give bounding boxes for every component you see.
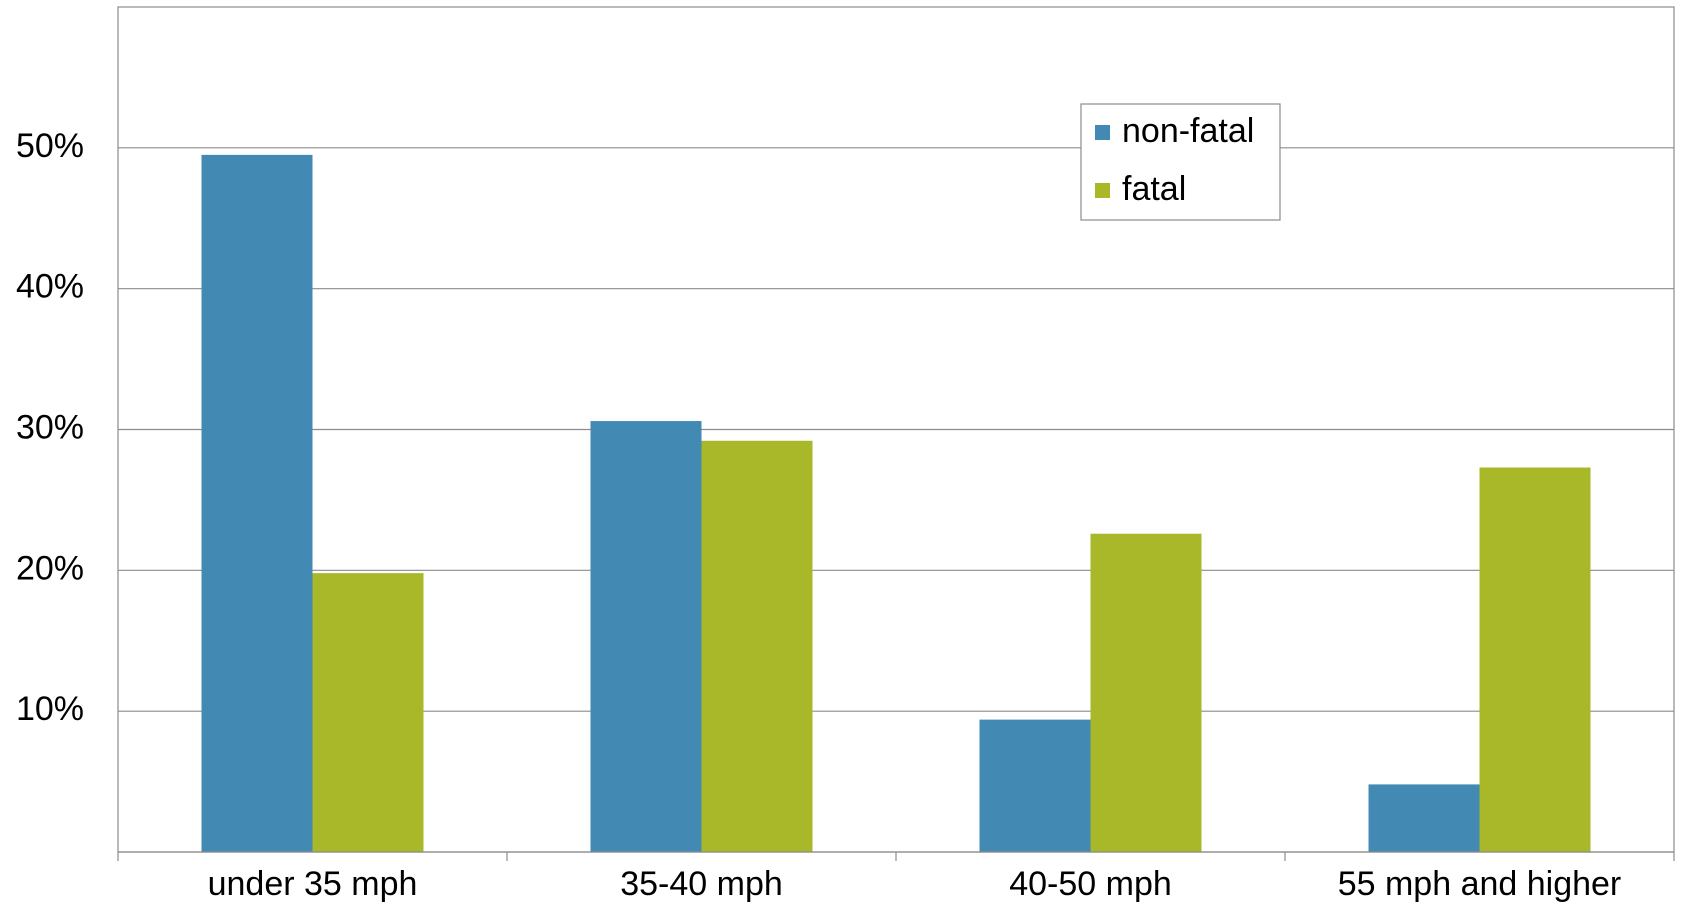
bar-fatal [1479,467,1591,852]
legend-swatch-non-fatal [1095,125,1110,140]
x-tick-label: 40-50 mph [1009,865,1172,903]
legend-swatch-fatal [1095,183,1110,198]
axes: 10% 20% 30% 40% 50% under 35 mph 35-40 mph 40-5… [16,127,1675,903]
x-tick-label: under 35 mph [208,865,418,903]
bar-non-fatal [1368,784,1480,852]
x-tick-label: 55 mph and higher [1338,865,1622,903]
bar-fatal [701,440,813,852]
legend-label-non-fatal: non-fatal [1122,112,1254,150]
bar-non-fatal [201,154,313,852]
bar-fatal [1090,533,1202,852]
y-tick-label: 20% [16,549,84,587]
bar-non-fatal [979,719,1091,852]
y-tick-label: 50% [16,127,84,165]
legend-box [1080,103,1281,221]
y-tick-label: 10% [16,690,84,728]
bar-fatal [312,573,424,852]
x-tick-label: 35-40 mph [620,865,783,903]
bar-non-fatal [590,421,702,852]
y-tick-label: 40% [16,268,84,306]
legend-label-fatal: fatal [1122,170,1186,208]
legend: non-fatal fatal [1080,103,1281,221]
y-tick-label: 30% [16,408,84,446]
bars [201,154,1591,852]
